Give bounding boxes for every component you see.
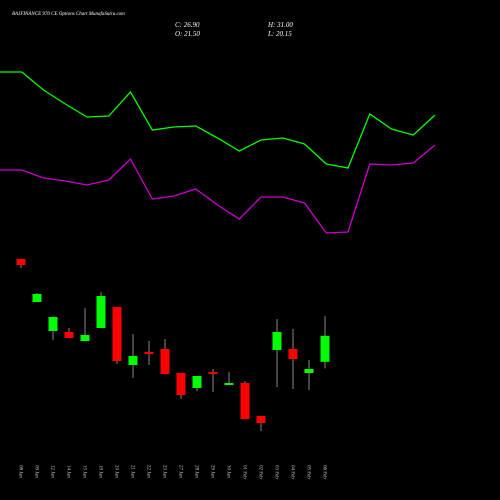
x-tick-label: 05 Feb [306, 465, 311, 479]
candle-body [208, 371, 218, 375]
candle-body [48, 317, 58, 331]
candle-body [304, 369, 314, 374]
x-tick-label: 28 Jan [194, 465, 199, 478]
candle-body [144, 352, 154, 355]
candle-body [160, 349, 170, 375]
candle-body [80, 334, 90, 342]
info-close: C: 26.90 [175, 21, 200, 29]
x-tick-label: 22 Jan [146, 465, 151, 478]
candle-body [288, 349, 298, 359]
candle-body [128, 356, 138, 366]
x-tick-label: 19 Jan [98, 465, 103, 478]
candle-body [240, 383, 250, 420]
x-tick-label: 21 Jan [130, 465, 135, 478]
candle-body [32, 293, 42, 302]
candle-body [112, 307, 122, 362]
info-low: L: 20.15 [267, 30, 292, 38]
x-tick-label: 15 Jan [82, 465, 87, 478]
x-tick-label: 08 Jan [18, 465, 23, 478]
candle-body [16, 259, 26, 265]
indicator-line [0, 144, 436, 234]
x-tick-label: 03 Feb [274, 465, 279, 479]
x-tick-label: 02 Feb [258, 465, 263, 479]
candle-body [272, 332, 282, 351]
x-tick-label: 27 Jan [178, 465, 183, 478]
x-tick-label: 04 Feb [290, 465, 295, 479]
x-tick-label: 09 Jan [34, 465, 39, 478]
x-tick-label: 23 Jan [162, 465, 167, 478]
candle-body [224, 383, 234, 386]
chart-title: BAJFINANCE 970 CE Options Chart MunafaSu… [12, 12, 125, 17]
x-tick-label: 20 Jan [114, 465, 119, 478]
x-tick-label: 12 Jan [50, 465, 55, 478]
x-tick-label: 01 Feb [242, 465, 247, 479]
candle-body [176, 373, 186, 396]
indicator-line [0, 71, 436, 169]
info-open: O: 21.50 [175, 30, 200, 38]
x-tick-label: 14 Jan [66, 465, 71, 478]
info-high: H: 31.00 [267, 21, 293, 29]
candle-body [96, 296, 106, 329]
x-tick-label: 30 Jan [226, 465, 231, 478]
candle-body [320, 335, 330, 362]
x-tick-label: 06 Feb [322, 465, 327, 479]
candle-body [64, 332, 74, 339]
x-tick-label: 29 Jan [210, 465, 215, 478]
candle-body [256, 415, 266, 424]
candle-body [192, 375, 202, 388]
